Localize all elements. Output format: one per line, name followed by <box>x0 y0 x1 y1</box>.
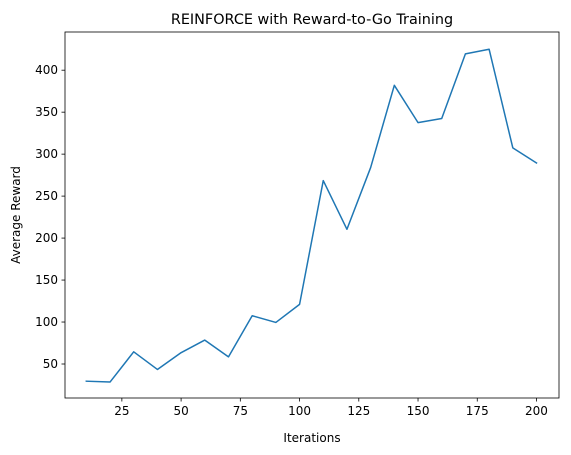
plot-frame <box>64 31 560 399</box>
x-tick-label: 150 <box>407 404 430 418</box>
x-tick-label: 25 <box>114 404 129 418</box>
y-axis-label: Average Reward <box>9 166 23 264</box>
x-tick-label: 125 <box>347 404 370 418</box>
y-tick-label: 350 <box>35 105 58 119</box>
x-axis-ticks: 25 50 75 100 125 150 175 200 <box>114 398 548 418</box>
chart-title: REINFORCE with Reward-to-Go Training <box>171 12 453 28</box>
x-axis-label: Iterations <box>283 431 340 445</box>
y-axis-ticks: 50 100 150 200 250 300 350 400 <box>35 63 65 371</box>
y-tick-label: 300 <box>35 147 58 161</box>
series-line <box>85 48 538 383</box>
x-tick-label: 175 <box>466 404 489 418</box>
y-tick-label: 50 <box>43 357 58 371</box>
x-tick-label: 100 <box>288 404 311 418</box>
x-tick-label: 50 <box>173 404 188 418</box>
y-tick-label: 150 <box>35 273 58 287</box>
x-tick-label: 200 <box>525 404 548 418</box>
y-tick-label: 400 <box>35 63 58 77</box>
y-tick-label: 100 <box>35 315 58 329</box>
series-group <box>85 48 538 383</box>
y-tick-label: 250 <box>35 189 58 203</box>
y-tick-label: 200 <box>35 231 58 245</box>
x-tick-label: 75 <box>233 404 248 418</box>
